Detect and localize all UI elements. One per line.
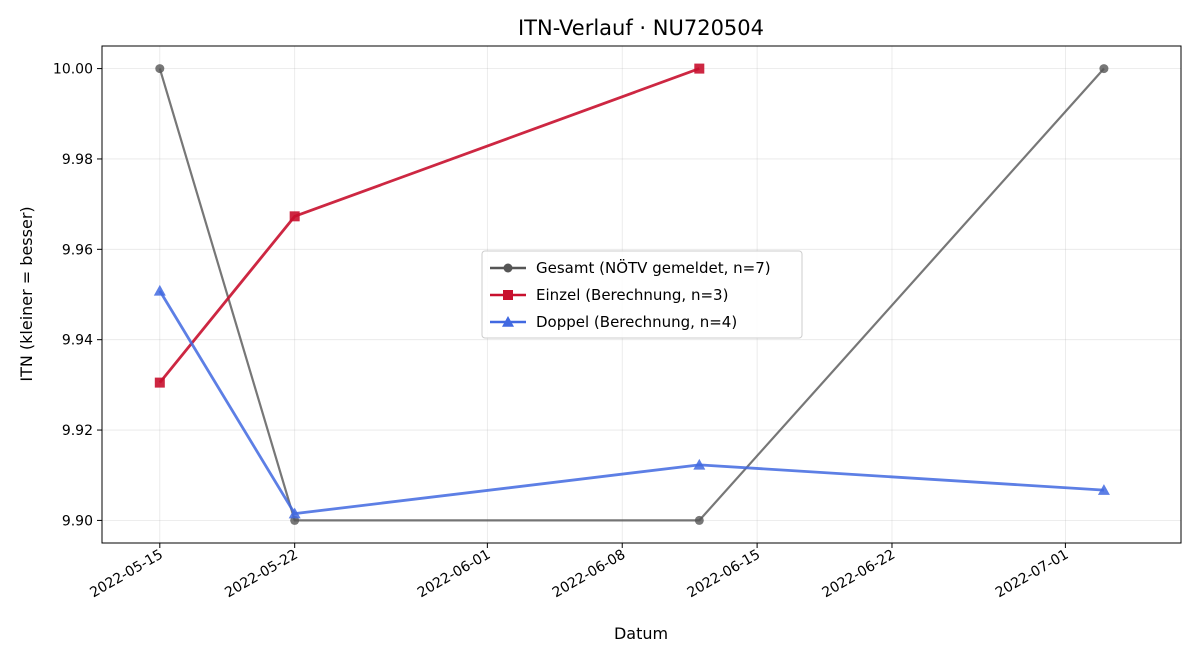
series-layer	[153, 63, 1110, 525]
legend: Gesamt (NÖTV gemeldet, n=7) Einzel (Berec…	[481, 250, 803, 339]
x-axis-label: Datum	[614, 624, 668, 643]
series-2	[154, 63, 705, 388]
series-1	[155, 64, 1109, 525]
data-point	[289, 211, 300, 222]
legend-entry: Gesamt (NÖTV gemeldet, n=7)	[536, 258, 771, 277]
series-line	[158, 67, 1105, 522]
data-point	[288, 507, 301, 519]
chart-title: ITN-Verlauf · NU720504	[518, 16, 764, 40]
data-point	[154, 377, 165, 388]
y-tick-label: 10.00	[53, 62, 93, 78]
y-tick-label: 9.92	[62, 423, 93, 439]
legend-entry: Doppel (Berechnung, n=4)	[536, 313, 737, 331]
data-point	[155, 64, 165, 74]
data-point	[694, 63, 705, 74]
y-tick-label: 9.98	[62, 152, 93, 168]
data-point	[153, 284, 166, 296]
legend-marker	[502, 316, 514, 327]
legend-entry: Einzel (Berechnung, n=3)	[536, 286, 728, 304]
y-tick-label: 9.94	[62, 333, 93, 349]
legend-marker	[503, 263, 513, 273]
legend-marker	[503, 290, 513, 300]
data-point	[1097, 484, 1110, 495]
y-axis-label: ITN (kleiner = besser)	[17, 206, 36, 381]
data-point	[694, 515, 704, 525]
data-point	[693, 458, 706, 470]
data-point	[1099, 64, 1109, 74]
plot-frame	[101, 45, 1182, 544]
legend-box	[481, 250, 803, 339]
series-3	[153, 284, 1110, 519]
series-line	[158, 290, 1105, 516]
y-tick-label: 9.90	[62, 513, 93, 529]
y-tick-label: 9.96	[62, 242, 93, 258]
